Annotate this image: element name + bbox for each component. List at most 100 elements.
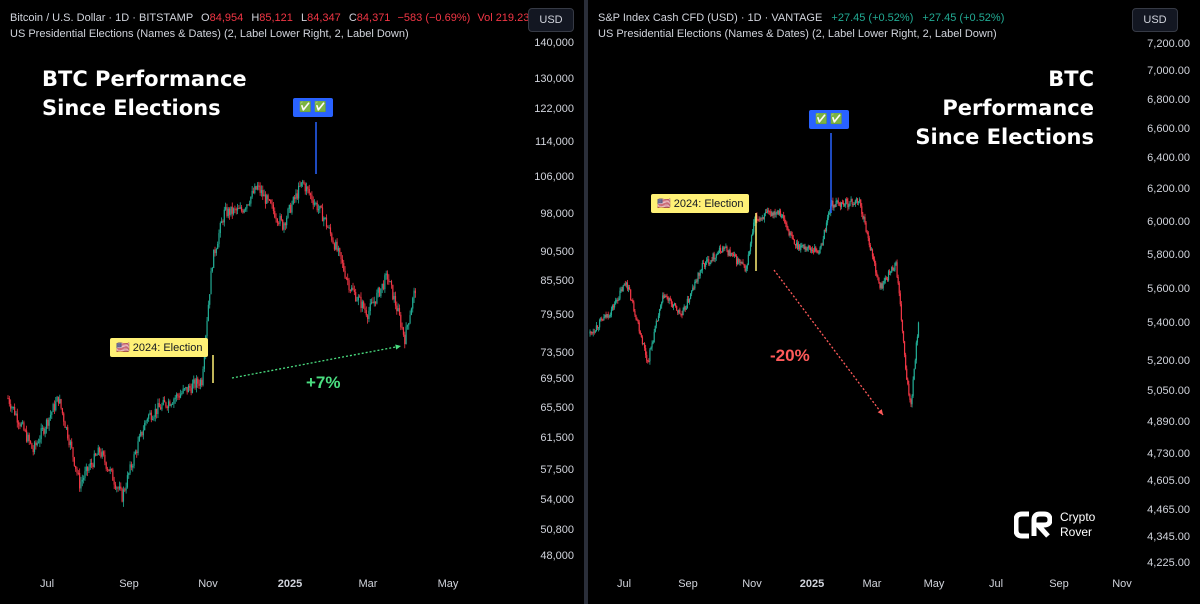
candle-body	[698, 272, 700, 276]
candle-body	[87, 466, 89, 471]
x-tick-label: Sep	[1049, 578, 1069, 590]
candle-body	[55, 401, 57, 411]
candle-body	[758, 219, 760, 221]
candle-body	[697, 272, 699, 282]
open-value: 84,954	[209, 12, 244, 24]
candle-body	[624, 284, 626, 286]
candle-body	[251, 190, 253, 197]
candle-body	[364, 307, 366, 311]
candle-body	[603, 317, 605, 321]
candle-body	[31, 443, 33, 449]
candle-body	[360, 296, 362, 309]
candle-body	[908, 383, 910, 395]
candle-body	[60, 399, 62, 409]
candle-body	[393, 296, 395, 300]
candle-body	[893, 270, 895, 272]
candle-body	[171, 403, 174, 405]
candle-body	[160, 407, 162, 410]
candle-body	[16, 413, 18, 423]
candle-body	[199, 379, 202, 386]
panel-divider[interactable]	[584, 0, 588, 604]
candle-body	[313, 203, 316, 205]
candle-body	[367, 315, 369, 319]
candle-body	[268, 199, 271, 201]
candle-body	[774, 211, 776, 215]
currency-button[interactable]: USD	[1132, 8, 1178, 32]
candle-body	[290, 204, 292, 213]
candle-body	[85, 466, 87, 472]
candle-body	[667, 296, 669, 301]
currency-button[interactable]: USD	[528, 8, 574, 32]
x-tick-label: Sep	[119, 578, 139, 590]
candle-body	[704, 261, 707, 267]
y-tick-label: 69,500	[540, 373, 574, 385]
candle-body	[876, 272, 878, 276]
btc-chart-panel[interactable]: Bitcoin / U.S. Dollar · 1D · BITSTAMP O8…	[0, 0, 584, 604]
candle-body	[898, 283, 900, 294]
candle-body	[412, 298, 414, 309]
candle-body	[352, 287, 354, 290]
candle-body	[304, 183, 306, 192]
candle-body	[325, 217, 328, 227]
candle-body	[658, 308, 661, 316]
candle-body	[183, 388, 186, 390]
candle-body	[879, 282, 881, 288]
candle-body	[589, 331, 591, 334]
candle-body	[359, 296, 361, 298]
candle-body	[713, 253, 715, 260]
candle-body	[849, 201, 851, 206]
y-tick-label: 65,500	[540, 402, 574, 414]
candle-body	[822, 239, 824, 246]
candle-body	[894, 263, 896, 271]
candle-body	[798, 244, 800, 249]
candle-body	[753, 222, 755, 233]
check-marker[interactable]: ✅ ✅	[809, 110, 849, 129]
candle-body	[616, 300, 618, 302]
candle-body	[776, 211, 778, 213]
candle-body	[247, 204, 249, 206]
candle-body	[673, 303, 676, 306]
candle-body	[590, 331, 592, 333]
x-tick-label: Nov	[1112, 578, 1132, 590]
election-marker[interactable]: 🇺🇸 2024: Election	[110, 338, 209, 357]
candle-body	[315, 202, 317, 204]
candle-body	[234, 208, 236, 210]
candle-body	[859, 199, 861, 202]
candle-body	[618, 298, 620, 301]
candle-body	[141, 431, 143, 436]
candle-body	[319, 205, 321, 209]
candle-body	[792, 238, 794, 240]
candle-body	[414, 290, 416, 294]
candle-body	[826, 217, 829, 223]
candle-body	[402, 327, 405, 335]
candle-body	[723, 247, 725, 249]
candle-body	[106, 468, 109, 470]
indicator-legend[interactable]: US Presidential Elections (Names & Dates…	[10, 28, 409, 40]
candle-body	[381, 283, 383, 289]
candle-body	[728, 250, 730, 256]
candle-body	[128, 473, 130, 476]
candle-body	[179, 394, 182, 398]
candle-body	[240, 207, 243, 211]
y-tick-label: 106,000	[534, 171, 574, 183]
candle-body	[246, 204, 248, 209]
candle-body	[80, 481, 82, 489]
election-marker[interactable]: 🇺🇸 2024: Election	[651, 194, 750, 213]
spx-chart-panel[interactable]: S&P Index Cash CFD (USD) · 1D · VANTAGE …	[588, 0, 1200, 604]
candle-body	[615, 300, 617, 305]
candle-body	[140, 431, 142, 436]
check-marker[interactable]: ✅ ✅	[293, 98, 333, 117]
candle-body	[600, 318, 602, 320]
candle-body	[700, 270, 702, 272]
candle-body	[295, 193, 297, 200]
candle-body	[104, 454, 106, 463]
indicator-legend[interactable]: US Presidential Elections (Names & Dates…	[598, 28, 997, 40]
y-tick-label: 48,000	[540, 550, 574, 562]
candle-body	[118, 486, 121, 489]
candle-body	[835, 200, 837, 207]
candle-body	[854, 200, 856, 205]
candle-body	[900, 304, 902, 321]
candle-body	[735, 255, 738, 264]
y-tick-label: 6,600.00	[1147, 123, 1190, 135]
close-value: 84,371	[356, 12, 391, 24]
